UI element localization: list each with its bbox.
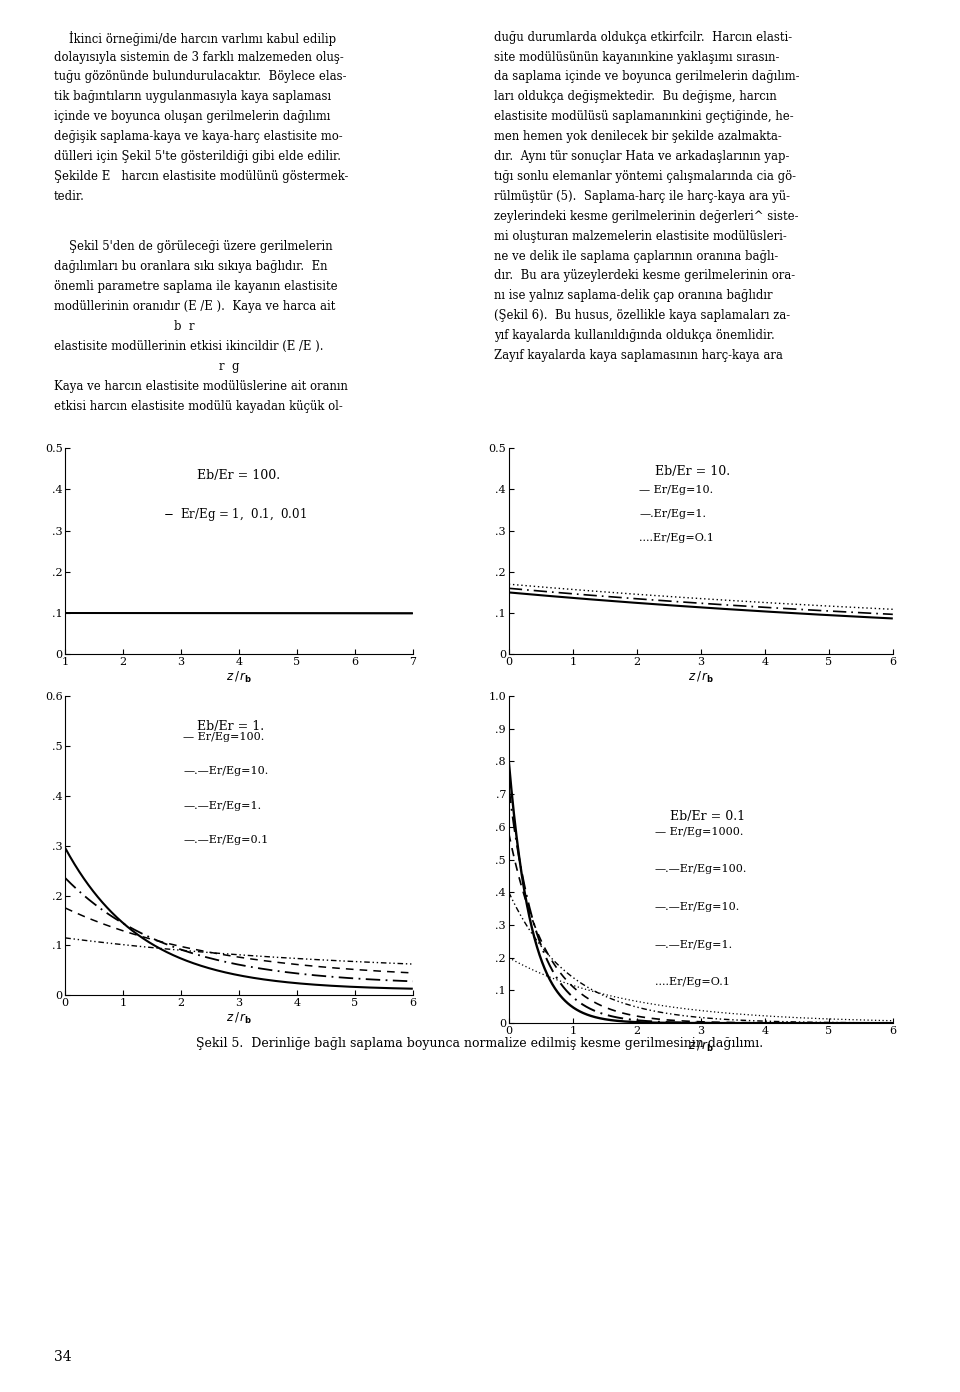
Text: tuğu gözönünde bulundurulacaktır.  Böylece elas-: tuğu gözönünde bulundurulacaktır. Böylec… bbox=[54, 71, 347, 84]
Text: ....Er/Eg=O.1: ....Er/Eg=O.1 bbox=[639, 533, 714, 543]
Text: —.—Er/Eg=100.: —.—Er/Eg=100. bbox=[655, 864, 747, 874]
X-axis label: $z\,/\,r_{\bf b}$: $z\,/\,r_{\bf b}$ bbox=[226, 670, 252, 685]
Text: —.—Er/Eg=0.1: —.—Er/Eg=0.1 bbox=[183, 835, 269, 845]
Text: (Şekil 6).  Bu husus, özellikle kaya saplamaları za-: (Şekil 6). Bu husus, özellikle kaya sapl… bbox=[494, 309, 790, 323]
Text: ....Er/Eg=O.1: ....Er/Eg=O.1 bbox=[655, 977, 730, 987]
Text: dır.  Bu ara yüzeylerdeki kesme gerilmelerinin ora-: dır. Bu ara yüzeylerdeki kesme gerilmele… bbox=[494, 270, 796, 283]
Text: mi oluşturan malzemelerin elastisite modülüsleri-: mi oluşturan malzemelerin elastisite mod… bbox=[494, 230, 787, 242]
Text: $-$  Er/Eg = 1,  0.1,  0.01: $-$ Er/Eg = 1, 0.1, 0.01 bbox=[162, 505, 306, 523]
Text: dülleri için Şekil 5'te gösterildiği gibi elde edilir.: dülleri için Şekil 5'te gösterildiği gib… bbox=[54, 150, 341, 163]
Text: ları oldukça değişmektedir.  Bu değişme, harcın: ları oldukça değişmektedir. Bu değişme, … bbox=[494, 90, 778, 103]
Text: Eb/Er = 10.: Eb/Er = 10. bbox=[655, 465, 730, 477]
Text: önemli parametre saplama ile kayanın elastisite: önemli parametre saplama ile kayanın ela… bbox=[54, 280, 337, 294]
Text: dır.  Aynı tür sonuçlar Hata ve arkadaşlarının yap-: dır. Aynı tür sonuçlar Hata ve arkadaşla… bbox=[494, 150, 790, 163]
Text: —.—Er/Eg=10.: —.—Er/Eg=10. bbox=[183, 767, 269, 777]
Text: içinde ve boyunca oluşan gerilmelerin dağılımı: içinde ve boyunca oluşan gerilmelerin da… bbox=[54, 110, 330, 124]
Text: dolayısıyla sistemin de 3 farklı malzemeden oluş-: dolayısıyla sistemin de 3 farklı malzeme… bbox=[54, 50, 344, 64]
Text: ne ve delik ile saplama çaplarının oranına bağlı-: ne ve delik ile saplama çaplarının oranı… bbox=[494, 249, 779, 263]
Text: tığı sonlu elemanlar yöntemi çalışmalarında cia gö-: tığı sonlu elemanlar yöntemi çalışmaları… bbox=[494, 170, 797, 182]
Text: site modülüsünün kayanınkine yaklaşımı sırasın-: site modülüsünün kayanınkine yaklaşımı s… bbox=[494, 50, 780, 64]
Text: duğu durumlarda oldukça etkirfcilr.  Harcın elasti-: duğu durumlarda oldukça etkirfcilr. Harc… bbox=[494, 31, 793, 43]
Text: — Er/Eg=10.: — Er/Eg=10. bbox=[639, 486, 713, 496]
Text: — Er/Eg=1000.: — Er/Eg=1000. bbox=[655, 827, 743, 837]
Text: Eb/Er = 1.: Eb/Er = 1. bbox=[198, 720, 264, 734]
Text: Şekil 5.  Derinliğe bağlı saplama boyunca normalize edilmiş kesme gerilmesinin d: Şekil 5. Derinliğe bağlı saplama boyunca… bbox=[197, 1037, 763, 1050]
Text: Eb/Er = 0.1: Eb/Er = 0.1 bbox=[670, 810, 745, 824]
Text: 34: 34 bbox=[54, 1350, 71, 1364]
Text: etkisi harcın elastisite modülü kayadan küçük ol-: etkisi harcın elastisite modülü kayadan … bbox=[54, 400, 343, 412]
Text: elastisite modüllerinin etkisi ikincildir (E /E ).: elastisite modüllerinin etkisi ikincildi… bbox=[54, 340, 324, 354]
Text: İkinci örneğimi/de harcın varlımı kabul edilip: İkinci örneğimi/de harcın varlımı kabul … bbox=[54, 31, 336, 46]
Text: dağılımları bu oranlara sıkı sıkıya bağlıdır.  En: dağılımları bu oranlara sıkı sıkıya bağl… bbox=[54, 260, 327, 273]
Text: tedir.: tedir. bbox=[54, 189, 84, 203]
Text: —.—Er/Eg=10.: —.—Er/Eg=10. bbox=[655, 902, 740, 912]
Text: —.Er/Eg=1.: —.Er/Eg=1. bbox=[639, 509, 707, 519]
Text: Zayıf kayalarda kaya saplamasının harç-kaya ara: Zayıf kayalarda kaya saplamasının harç-k… bbox=[494, 349, 783, 362]
Text: Şekil 5'den de görüleceği üzere gerilmelerin: Şekil 5'den de görüleceği üzere gerilmel… bbox=[54, 241, 332, 253]
Text: Şekilde E   harcın elastisite modülünü göstermek-: Şekilde E harcın elastisite modülünü gös… bbox=[54, 170, 348, 182]
Text: modüllerinin oranıdır (E /E ).  Kaya ve harca ait: modüllerinin oranıdır (E /E ). Kaya ve h… bbox=[54, 301, 335, 313]
X-axis label: $z\,/\,r_{\bf b}$: $z\,/\,r_{\bf b}$ bbox=[687, 1038, 714, 1054]
Text: men hemen yok denilecek bir şekilde azalmakta-: men hemen yok denilecek bir şekilde azal… bbox=[494, 131, 782, 143]
Text: tik bağıntıların uygulanmasıyla kaya saplaması: tik bağıntıların uygulanmasıyla kaya sap… bbox=[54, 90, 331, 103]
Text: —.—Er/Eg=1.: —.—Er/Eg=1. bbox=[655, 940, 732, 949]
Text: da saplama içinde ve boyunca gerilmelerin dağılım-: da saplama içinde ve boyunca gerilmeleri… bbox=[494, 71, 800, 84]
Text: —.—Er/Eg=1.: —.—Er/Eg=1. bbox=[183, 800, 261, 810]
Text: rülmüştür (5).  Saplama-harç ile harç-kaya ara yü-: rülmüştür (5). Saplama-harç ile harç-kay… bbox=[494, 189, 790, 203]
X-axis label: $z\,/\,r_{\bf b}$: $z\,/\,r_{\bf b}$ bbox=[687, 670, 714, 685]
X-axis label: $z\,/\,r_{\bf b}$: $z\,/\,r_{\bf b}$ bbox=[226, 1011, 252, 1026]
Text: nı ise yalnız saplama-delik çap oranına bağlıdır: nı ise yalnız saplama-delik çap oranına … bbox=[494, 290, 773, 302]
Text: r  g: r g bbox=[54, 361, 239, 373]
Text: Eb/Er = 100.: Eb/Er = 100. bbox=[198, 469, 280, 482]
Text: değişik saplama-kaya ve kaya-harç elastisite mo-: değişik saplama-kaya ve kaya-harç elasti… bbox=[54, 131, 343, 143]
Text: zeylerindeki kesme gerilmelerinin değerleri^ siste-: zeylerindeki kesme gerilmelerinin değerl… bbox=[494, 210, 799, 223]
Text: yıf kayalarda kullanıldığında oldukça önemlidir.: yıf kayalarda kullanıldığında oldukça ön… bbox=[494, 330, 775, 342]
Text: b  r: b r bbox=[54, 320, 194, 333]
Text: — Er/Eg=100.: — Er/Eg=100. bbox=[183, 732, 265, 742]
Text: elastisite modülüsü saplamanınkini geçtiğinde, he-: elastisite modülüsü saplamanınkini geçti… bbox=[494, 110, 794, 124]
Text: Kaya ve harcın elastisite modülüslerine ait oranın: Kaya ve harcın elastisite modülüslerine … bbox=[54, 380, 348, 393]
